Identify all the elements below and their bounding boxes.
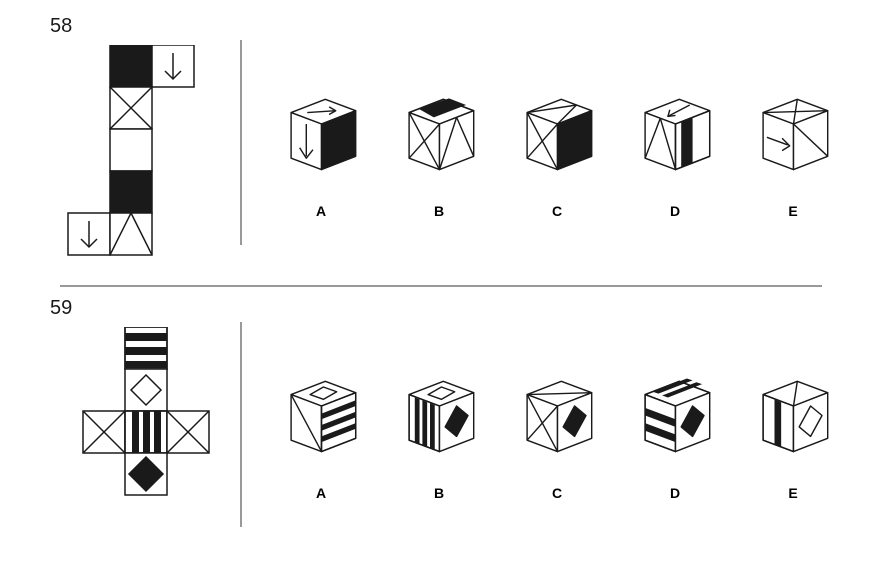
option-label: C [510, 203, 605, 219]
option-a: A [274, 86, 369, 219]
horizontal-divider [60, 285, 822, 287]
question-number: 59 [50, 297, 72, 320]
option-d: D [628, 368, 723, 501]
option-label: D [628, 203, 723, 219]
net-58 [20, 20, 230, 265]
option-b: B [392, 368, 487, 501]
option-c: C [510, 86, 605, 219]
vertical-divider [240, 322, 242, 527]
options-59: A B [252, 302, 862, 547]
option-label: D [628, 485, 723, 501]
option-label: A [274, 203, 369, 219]
option-e: E [746, 368, 841, 501]
options-58: A B [252, 20, 862, 265]
question-58: 58 [20, 20, 862, 265]
option-a: A [274, 368, 369, 501]
net-59 [20, 302, 230, 547]
option-label: C [510, 485, 605, 501]
option-label: A [274, 485, 369, 501]
option-d: D [628, 86, 723, 219]
option-label: B [392, 485, 487, 501]
question-number: 58 [50, 15, 72, 38]
option-label: E [746, 203, 841, 219]
vertical-divider [240, 40, 242, 245]
option-label: B [392, 203, 487, 219]
option-c: C [510, 368, 605, 501]
option-b: B [392, 86, 487, 219]
option-e: E [746, 86, 841, 219]
question-59: 59 [20, 302, 862, 547]
option-label: E [746, 485, 841, 501]
